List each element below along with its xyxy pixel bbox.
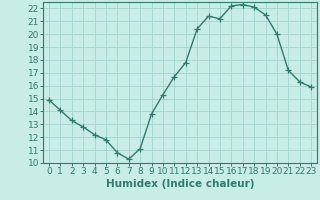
X-axis label: Humidex (Indice chaleur): Humidex (Indice chaleur) (106, 179, 254, 189)
